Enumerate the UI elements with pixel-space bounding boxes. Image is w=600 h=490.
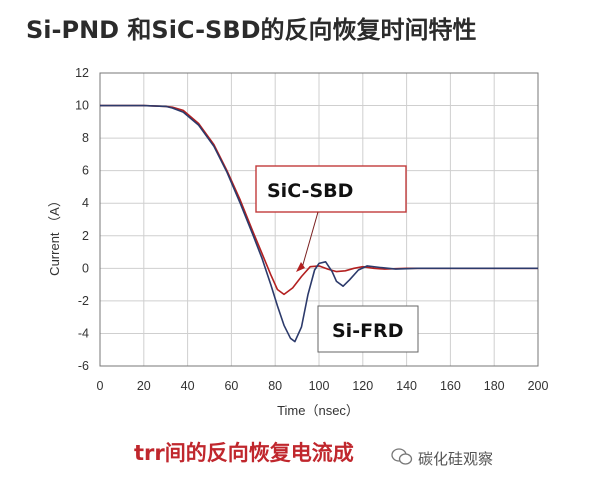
y-tick-label: 12 bbox=[75, 66, 89, 80]
y-tick-label: 6 bbox=[82, 164, 89, 178]
callout-sic-arrowhead bbox=[296, 262, 305, 272]
x-tick-label: 140 bbox=[396, 379, 417, 393]
x-tick-label: 200 bbox=[528, 379, 549, 393]
y-ticks: -6 -4 -2 0 2 4 6 8 10 12 bbox=[75, 66, 89, 373]
x-tick-label: 80 bbox=[268, 379, 282, 393]
x-tick-label: 100 bbox=[309, 379, 330, 393]
y-tick-label: 0 bbox=[82, 261, 89, 275]
series-line-si-frd bbox=[100, 104, 538, 343]
y-tick-label: 10 bbox=[75, 99, 89, 113]
x-tick-label: 120 bbox=[352, 379, 373, 393]
y-tick-label: -4 bbox=[78, 326, 89, 340]
x-axis-label: Time（nsec） bbox=[277, 403, 359, 418]
plot-frame bbox=[99, 72, 539, 367]
y-tick-label: -2 bbox=[78, 294, 89, 308]
x-tick-label: 40 bbox=[181, 379, 195, 393]
watermark-text: 碳化硅观察 bbox=[418, 450, 494, 468]
y-tick-label: -6 bbox=[78, 359, 89, 373]
caption: trr间的反向恢复电流成 bbox=[134, 441, 354, 465]
callout-sic-label: SiC-SBD bbox=[267, 180, 353, 202]
x-ticks: 0 20 40 60 80 100 120 140 160 180 200 bbox=[97, 379, 549, 393]
x-tick-label: 0 bbox=[97, 379, 104, 393]
y-axis-label: Current （A） bbox=[47, 194, 62, 276]
x-tick-label: 60 bbox=[224, 379, 238, 393]
x-tick-label: 160 bbox=[440, 379, 461, 393]
y-tick-label: 2 bbox=[82, 229, 89, 243]
page-title: Si-PND 和SiC-SBD的反向恢复时间特性 bbox=[26, 16, 477, 44]
wechat-icon bbox=[391, 448, 413, 465]
series-line-sic-sbd bbox=[100, 104, 538, 296]
y-tick-label: 4 bbox=[82, 196, 89, 210]
x-tick-label: 180 bbox=[484, 379, 505, 393]
x-tick-label: 20 bbox=[137, 379, 151, 393]
y-tick-label: 8 bbox=[82, 131, 89, 145]
callout-sic-arrow bbox=[301, 211, 319, 269]
callout-sic-box bbox=[255, 165, 407, 213]
callout-frd-label: Si-FRD bbox=[332, 320, 403, 342]
callout-frd-box bbox=[317, 305, 419, 353]
series-lines bbox=[100, 104, 538, 343]
